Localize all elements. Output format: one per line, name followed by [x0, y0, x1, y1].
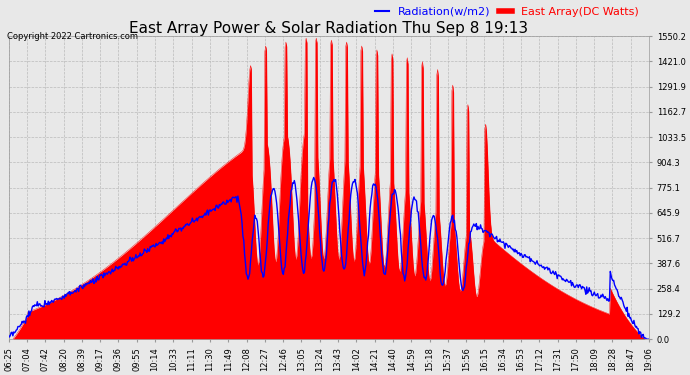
Legend: Radiation(w/m2), East Array(DC Watts): Radiation(w/m2), East Array(DC Watts): [371, 2, 644, 21]
Title: East Array Power & Solar Radiation Thu Sep 8 19:13: East Array Power & Solar Radiation Thu S…: [129, 21, 529, 36]
Text: Copyright 2022 Cartronics.com: Copyright 2022 Cartronics.com: [7, 32, 138, 41]
